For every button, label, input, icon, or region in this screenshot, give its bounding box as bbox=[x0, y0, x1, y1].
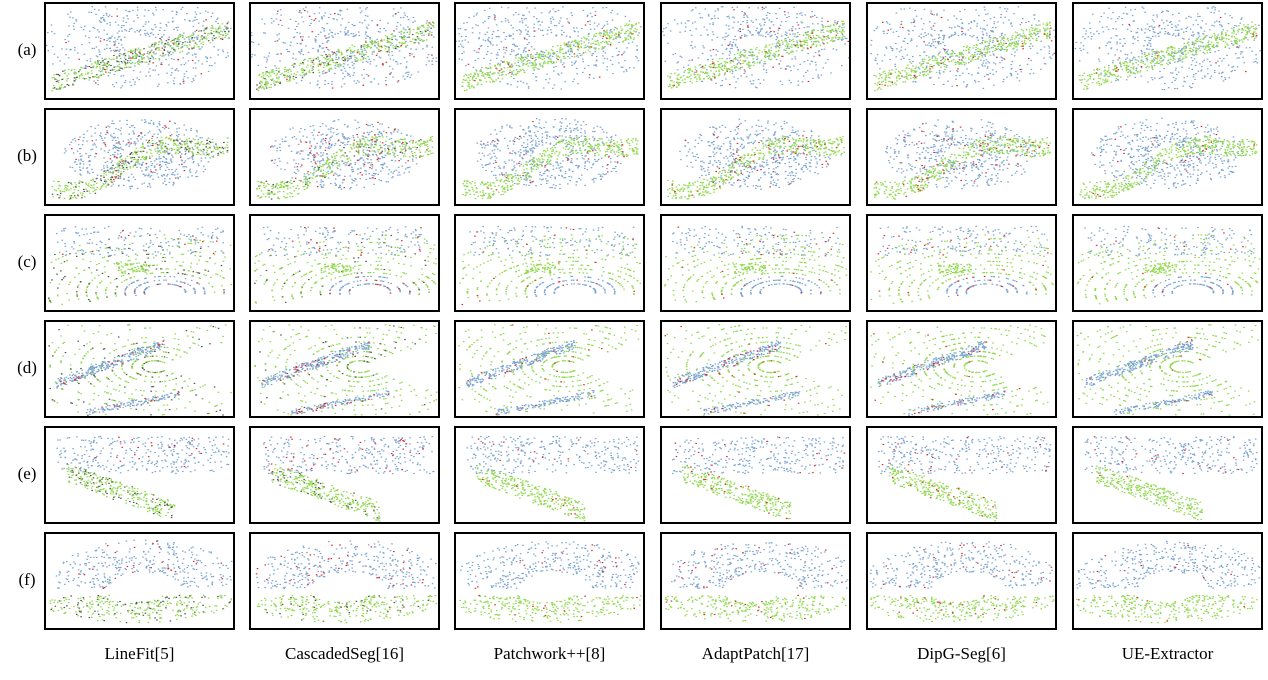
point-cloud bbox=[458, 324, 640, 416]
point-cloud-panel bbox=[249, 2, 440, 100]
point-cloud bbox=[873, 119, 1052, 200]
point-cloud-panel bbox=[1072, 214, 1263, 312]
point-cloud-panel bbox=[660, 214, 851, 312]
point-cloud bbox=[868, 6, 1055, 92]
point-cloud-panel bbox=[660, 2, 851, 100]
point-cloud-panel bbox=[1072, 2, 1263, 100]
point-cloud-panel bbox=[249, 532, 440, 630]
point-cloud bbox=[459, 225, 642, 306]
row-label-f: (f) bbox=[10, 570, 44, 590]
point-cloud-panel bbox=[44, 2, 235, 100]
method-label: LineFit[5] bbox=[44, 644, 235, 664]
point-cloud-panel bbox=[454, 2, 645, 100]
point-cloud bbox=[664, 225, 848, 303]
point-cloud-panel bbox=[1072, 320, 1263, 418]
method-label: UE-Extractor bbox=[1072, 644, 1263, 664]
point-cloud bbox=[56, 435, 230, 519]
point-cloud-panel bbox=[866, 426, 1057, 524]
method-label: CascadedSeg[16] bbox=[249, 644, 440, 664]
point-cloud bbox=[262, 435, 435, 522]
point-cloud-panel bbox=[44, 320, 235, 418]
point-cloud bbox=[256, 119, 434, 200]
point-cloud bbox=[49, 539, 233, 624]
point-cloud-panel bbox=[1072, 108, 1263, 206]
row-label-b: (b) bbox=[10, 146, 44, 166]
point-cloud-panel bbox=[454, 108, 645, 206]
point-cloud-panel bbox=[44, 214, 235, 312]
point-cloud-panel bbox=[866, 320, 1057, 418]
point-cloud-panel bbox=[454, 214, 645, 312]
point-cloud-panel bbox=[249, 426, 440, 524]
point-cloud bbox=[459, 541, 642, 623]
row-label-a: (a) bbox=[10, 40, 44, 60]
point-cloud-panel bbox=[44, 426, 235, 524]
point-cloud-panel bbox=[454, 426, 645, 524]
point-cloud-panel bbox=[249, 320, 440, 418]
point-cloud bbox=[1076, 324, 1259, 416]
row-label-d: (d) bbox=[10, 358, 44, 378]
method-label: AdaptPatch[17] bbox=[660, 644, 851, 664]
point-cloud-panel bbox=[866, 2, 1057, 100]
point-cloud-panel bbox=[249, 108, 440, 206]
point-cloud bbox=[671, 436, 846, 520]
point-cloud bbox=[255, 540, 438, 624]
point-cloud bbox=[462, 118, 639, 200]
point-cloud bbox=[1077, 225, 1261, 305]
method-label: Patchwork++[8] bbox=[454, 644, 645, 664]
point-cloud-panel bbox=[660, 320, 851, 418]
point-cloud bbox=[870, 225, 1054, 304]
point-cloud bbox=[51, 119, 229, 200]
point-cloud-panel bbox=[249, 214, 440, 312]
point-cloud-panel bbox=[1072, 532, 1263, 630]
point-cloud-panel bbox=[660, 532, 851, 630]
point-cloud bbox=[48, 324, 232, 416]
point-cloud-panel bbox=[44, 108, 235, 206]
point-cloud bbox=[1084, 435, 1258, 521]
point-cloud bbox=[466, 435, 640, 522]
point-cloud bbox=[664, 542, 849, 622]
point-cloud bbox=[456, 6, 642, 92]
point-cloud-panel bbox=[1072, 426, 1263, 524]
point-cloud-panel bbox=[660, 426, 851, 524]
row-label-e: (e) bbox=[10, 464, 44, 484]
point-cloud bbox=[666, 118, 846, 200]
point-cloud-panel bbox=[660, 108, 851, 206]
point-cloud bbox=[46, 6, 233, 92]
point-cloud bbox=[870, 324, 1049, 416]
point-cloud bbox=[1074, 6, 1261, 91]
point-cloud-panel bbox=[866, 532, 1057, 630]
point-cloud bbox=[251, 6, 438, 92]
point-cloud-panel bbox=[44, 532, 235, 630]
point-cloud bbox=[869, 541, 1055, 623]
point-cloud bbox=[1076, 540, 1261, 624]
point-cloud-panel bbox=[454, 320, 645, 418]
point-cloud bbox=[254, 324, 438, 416]
point-cloud bbox=[664, 324, 847, 416]
point-cloud bbox=[1079, 117, 1258, 200]
point-cloud bbox=[47, 225, 233, 305]
row-label-c: (c) bbox=[10, 252, 44, 272]
point-cloud-panel bbox=[454, 532, 645, 630]
point-cloud bbox=[662, 6, 849, 89]
point-cloud-panel bbox=[866, 108, 1057, 206]
point-cloud bbox=[877, 435, 1052, 522]
point-cloud-panel bbox=[866, 214, 1057, 312]
method-label: DipG-Seg[6] bbox=[866, 644, 1057, 664]
point-cloud bbox=[254, 226, 437, 304]
